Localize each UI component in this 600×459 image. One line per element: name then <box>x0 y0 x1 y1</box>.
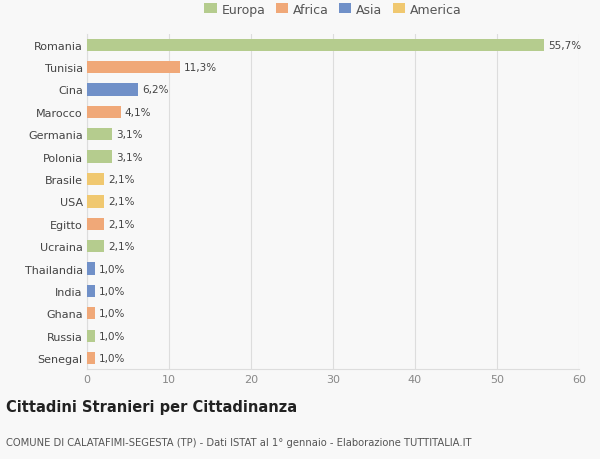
Text: 1,0%: 1,0% <box>100 331 125 341</box>
Bar <box>87 84 138 96</box>
Text: 6,2%: 6,2% <box>142 85 169 95</box>
Text: 1,0%: 1,0% <box>100 286 125 297</box>
Text: 1,0%: 1,0% <box>100 264 125 274</box>
Bar <box>87 241 104 253</box>
Bar <box>87 330 95 342</box>
Text: 2,1%: 2,1% <box>109 174 135 185</box>
Bar <box>87 106 121 119</box>
Bar <box>87 39 544 52</box>
Bar <box>87 218 104 230</box>
Text: 55,7%: 55,7% <box>548 40 581 50</box>
Bar <box>87 285 95 297</box>
Text: 3,1%: 3,1% <box>116 130 143 140</box>
Text: 11,3%: 11,3% <box>184 63 217 73</box>
Text: COMUNE DI CALATAFIMI-SEGESTA (TP) - Dati ISTAT al 1° gennaio - Elaborazione TUTT: COMUNE DI CALATAFIMI-SEGESTA (TP) - Dati… <box>6 437 472 447</box>
Legend: Europa, Africa, Asia, America: Europa, Africa, Asia, America <box>199 0 467 22</box>
Text: 2,1%: 2,1% <box>109 241 135 252</box>
Bar <box>87 151 112 163</box>
Text: 4,1%: 4,1% <box>125 107 151 118</box>
Bar <box>87 263 95 275</box>
Bar <box>87 352 95 364</box>
Bar <box>87 129 112 141</box>
Text: 2,1%: 2,1% <box>109 197 135 207</box>
Text: 2,1%: 2,1% <box>109 219 135 230</box>
Bar <box>87 62 179 74</box>
Text: Cittadini Stranieri per Cittadinanza: Cittadini Stranieri per Cittadinanza <box>6 399 297 414</box>
Text: 1,0%: 1,0% <box>100 308 125 319</box>
Bar <box>87 196 104 208</box>
Bar <box>87 308 95 320</box>
Bar <box>87 174 104 186</box>
Text: 3,1%: 3,1% <box>116 152 143 162</box>
Text: 1,0%: 1,0% <box>100 353 125 364</box>
